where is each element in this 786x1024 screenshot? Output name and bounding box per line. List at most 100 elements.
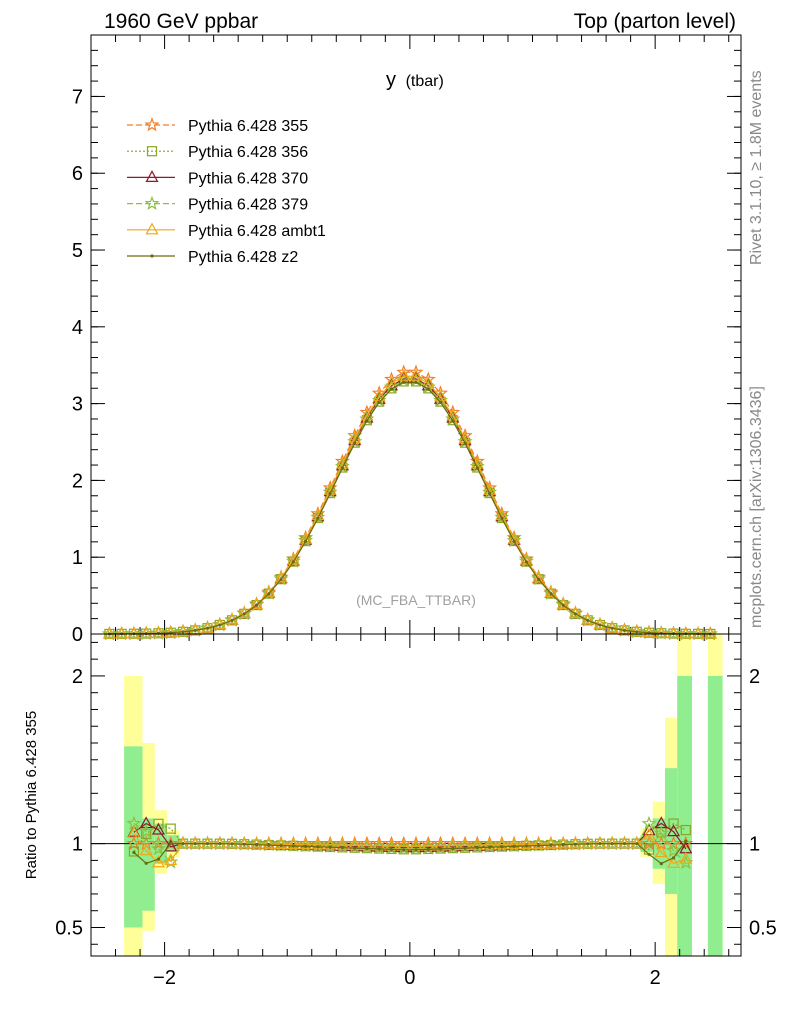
legend-marker — [145, 170, 159, 182]
main-series-marker — [218, 623, 222, 627]
ratio-series-marker — [426, 847, 430, 851]
ratio-series-marker — [567, 836, 583, 851]
xtick-label: 2 — [650, 967, 661, 989]
main-ytick-label: 3 — [72, 394, 83, 416]
main-series-marker — [115, 626, 129, 639]
ratio-series-marker — [605, 836, 619, 849]
ratio-series-marker — [500, 845, 504, 849]
main-series-marker — [230, 618, 234, 622]
ratio-series-marker — [561, 843, 565, 847]
ratio-series-marker — [573, 842, 578, 846]
main-ytick-label: 2 — [72, 470, 83, 492]
legend-marker — [144, 195, 160, 210]
ratio-series-group — [126, 815, 694, 870]
main-series-marker — [254, 603, 259, 607]
ratio-series-marker — [519, 837, 533, 850]
ratio-series-marker — [236, 836, 252, 851]
main-series-marker — [654, 626, 668, 638]
ratio-ytick-label-right: 2 — [749, 666, 760, 688]
ratio-series-marker — [250, 836, 264, 849]
main-series-marker — [622, 628, 627, 633]
main-series-marker — [340, 466, 345, 470]
main-series-marker — [249, 597, 265, 612]
ratio-series-marker — [532, 837, 546, 849]
ratio-frame — [90, 633, 742, 957]
ratio-series-marker — [181, 842, 185, 846]
main-series-marker — [163, 624, 179, 640]
ratio-series-marker — [610, 842, 614, 846]
main-series-marker — [598, 623, 602, 627]
ratio-series-marker — [629, 835, 645, 851]
ratio-series-marker — [299, 837, 313, 850]
main-series-marker — [316, 516, 320, 520]
ratio-series-marker — [684, 839, 688, 843]
main-series-marker — [610, 626, 614, 630]
ratio-series-marker — [218, 842, 222, 846]
main-series-marker — [365, 419, 369, 423]
main-series-marker — [414, 380, 418, 384]
main-series-marker — [567, 605, 583, 621]
ratio-series-marker — [138, 835, 154, 851]
main-series-marker — [181, 630, 185, 634]
main-series-marker — [421, 376, 435, 388]
main-series-marker — [299, 531, 313, 544]
ratio-series-marker — [353, 846, 357, 850]
ratio-series-marker — [323, 837, 337, 850]
ratio-series-marker — [126, 835, 142, 851]
main-ytick-label: 4 — [72, 317, 83, 339]
main-series-marker — [679, 626, 693, 639]
main-series-marker — [558, 599, 569, 611]
legend-marker — [150, 254, 154, 258]
ratio-series-marker — [543, 836, 559, 852]
ratio-series-marker — [659, 862, 663, 866]
ratio-series-marker — [402, 848, 406, 852]
main-series-marker — [251, 599, 262, 611]
ratio-ytick-label: 0.5 — [55, 917, 83, 939]
main-series-marker — [286, 552, 300, 565]
main-series-marker — [139, 626, 153, 639]
legend-label: Pythia 6.428 379 — [188, 197, 308, 214]
main-series-marker — [616, 622, 633, 637]
main-series-marker — [500, 516, 504, 520]
main-series-marker — [544, 585, 558, 598]
ratio-series-marker — [188, 836, 202, 849]
ratio-series-line — [133, 840, 687, 865]
ratio-series-marker — [200, 836, 215, 849]
frames — [90, 34, 742, 957]
ratio-series-marker — [555, 836, 571, 851]
main-series-marker — [205, 626, 210, 630]
ratio-ytick-label: 2 — [72, 666, 83, 688]
main-ytick-label: 6 — [72, 163, 83, 185]
main-series-marker — [537, 577, 541, 581]
legend-label: Pythia 6.428 ambt1 — [188, 223, 326, 240]
main-series-marker — [236, 605, 252, 621]
main-ytick-label: 0 — [72, 624, 83, 646]
main-series-marker — [291, 560, 295, 564]
main-series-marker — [570, 608, 581, 619]
source-label: mcplots.cern.ch [arXiv:1306.3436] — [748, 386, 765, 628]
ratio-series-marker — [199, 835, 216, 851]
main-series-marker — [667, 626, 681, 639]
main-series-marker — [549, 592, 553, 596]
main-series-marker — [641, 624, 657, 640]
ratio-band-inner — [677, 675, 692, 956]
legend-label: Pythia 6.428 355 — [188, 118, 308, 135]
main-series-marker — [635, 630, 639, 634]
ratio-series-marker — [622, 842, 627, 846]
main-series-marker — [690, 626, 706, 641]
main-series-marker — [127, 626, 141, 639]
main-series-marker — [545, 588, 557, 599]
main-series-group — [101, 364, 718, 641]
ratio-series-marker — [549, 843, 553, 847]
ratio-series-marker — [568, 836, 582, 849]
ratio-band-inner — [707, 675, 723, 956]
ratio-series-marker — [261, 836, 277, 852]
ratio-series-marker — [487, 845, 492, 849]
ratio-series-marker — [267, 843, 271, 847]
ratio-series-marker — [340, 846, 345, 850]
main-series-marker — [524, 560, 528, 564]
main-series-marker — [150, 625, 166, 640]
main-series-marker — [199, 620, 216, 635]
ratio-series-marker — [138, 823, 154, 838]
